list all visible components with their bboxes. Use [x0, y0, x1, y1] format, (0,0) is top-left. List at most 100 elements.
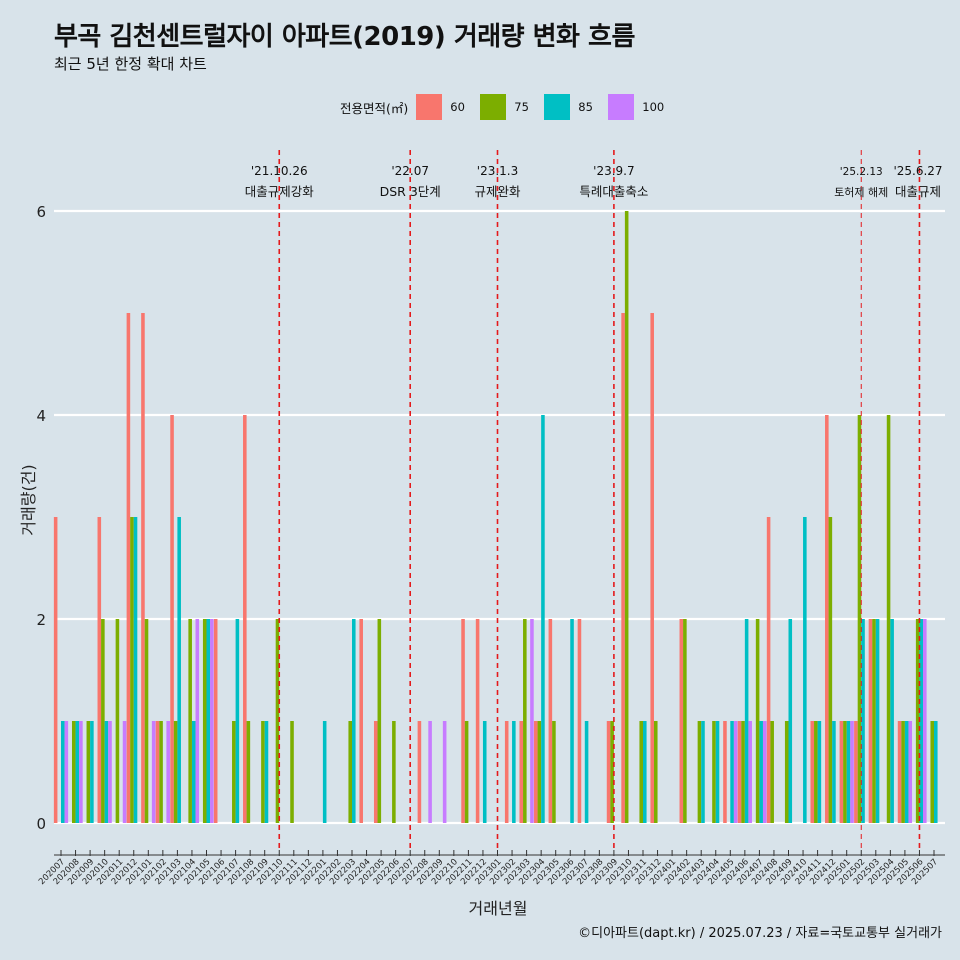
bar-60-202307: [577, 619, 582, 823]
bar-60-202101: [141, 313, 145, 823]
bar-100-202405: [733, 721, 738, 823]
bar-75-202310: [624, 211, 629, 823]
bar-100-202008: [79, 721, 83, 823]
legend-item-85: 85: [544, 94, 604, 120]
legend-item-75: 75: [480, 94, 540, 120]
legend-key-100: [608, 94, 635, 120]
bar-100-202102: [166, 721, 170, 823]
event-label-0: 대출규제강화: [245, 184, 315, 199]
bar-75-202011: [115, 619, 120, 823]
event-label-2: 규제완화: [474, 184, 521, 199]
chart-subtitle: 최근 5년 한정 확대 차트: [54, 55, 207, 73]
bar-75-202206: [392, 721, 396, 823]
bar-60-202204: [359, 619, 363, 823]
y-tick-label-0: 0: [36, 815, 46, 833]
legend-label-75: 75: [514, 100, 529, 114]
bar-100-202506: [923, 619, 927, 823]
bar-100-202209: [442, 721, 447, 823]
bar-60-202505: [897, 721, 902, 823]
bar-100-202105: [210, 619, 214, 823]
bar-85-202403: [701, 721, 705, 823]
bar-85-202405: [730, 721, 734, 823]
bar-85-202107: [235, 619, 240, 823]
bar-85-202502: [861, 619, 865, 823]
y-tick-label-2: 2: [36, 611, 46, 629]
bar-75-202502: [857, 415, 862, 823]
bar-60-202103: [170, 415, 174, 823]
legend-key-60: [416, 94, 443, 120]
legend-key-85: [544, 94, 571, 120]
bar-100-202505: [908, 721, 913, 823]
bar-85-202212: [482, 721, 487, 823]
bar-85-202311: [643, 721, 647, 823]
bar-85-202306: [570, 619, 574, 823]
bar-75-202503: [872, 619, 876, 823]
source-caption: ©디아파트(dapt.kr) / 2025.07.23 / 자료=국토교통부 실…: [578, 926, 942, 941]
bar-75-202407: [755, 619, 760, 823]
bar-60-202211: [461, 619, 465, 823]
bar-75-202412: [828, 517, 833, 823]
bar-75-202101: [144, 619, 149, 823]
bar-75-202501: [843, 721, 847, 823]
bar-85-202506: [919, 619, 924, 823]
bar-75-202504: [886, 415, 891, 823]
bar-100-202208: [428, 721, 432, 823]
bar-75-202402: [683, 619, 687, 823]
bar-75-202205: [377, 619, 382, 823]
bar-75-202406: [741, 721, 745, 823]
event-date-5: '25.6.27: [893, 164, 942, 178]
bar-75-202409: [784, 721, 789, 823]
bar-60-202208: [417, 721, 422, 823]
bar-60-202007: [53, 517, 58, 823]
bar-85-202007: [61, 721, 65, 823]
bar-100-202011: [122, 721, 127, 823]
legend-item-60: 60: [416, 94, 476, 120]
bar-75-202104: [188, 619, 192, 823]
bar-100-202303: [530, 619, 534, 823]
bar-85-202008: [75, 721, 80, 823]
bar-85-202307: [584, 721, 589, 823]
bar-60-202402: [679, 619, 684, 823]
bar-75-202309: [610, 721, 614, 823]
bar-75-202102: [159, 721, 163, 823]
bar-100-202010: [108, 721, 112, 823]
legend-label-100: 100: [642, 100, 665, 114]
bar-60-202503: [868, 619, 873, 823]
bar-100-202104: [195, 619, 200, 823]
y-tick-label-6: 6: [36, 203, 46, 221]
bar-85-202109: [264, 721, 269, 823]
bar-60-202405: [723, 721, 727, 823]
bar-85-202304: [541, 415, 545, 823]
bar-75-202010: [101, 619, 105, 823]
bar-85-202505: [904, 721, 909, 823]
bar-75-202408: [770, 721, 774, 823]
legend-label-60: 60: [450, 100, 465, 114]
bar-100-202407: [762, 721, 767, 823]
bar-75-202505: [901, 721, 905, 823]
bar-75-202411: [814, 721, 818, 823]
bar-75-202111: [290, 721, 294, 823]
bar-75-202305: [552, 721, 556, 823]
bar-75-202009: [86, 721, 91, 823]
bar-85-202412: [832, 721, 836, 823]
plot-panel: [54, 150, 945, 850]
bar-75-202110: [275, 619, 280, 823]
bar-85-202507: [934, 721, 938, 823]
bar-60-202303: [519, 721, 524, 823]
x-axis-title: 거래년월: [469, 899, 528, 918]
bar-85-202503: [875, 619, 880, 823]
bar-60-202305: [548, 619, 553, 823]
bar-85-202010: [104, 721, 109, 823]
legend-label-85: 85: [578, 100, 593, 114]
bar-60-202108: [243, 415, 247, 823]
legend-item-100: 100: [608, 94, 672, 120]
event-date-1: '22.07: [391, 164, 429, 178]
bar-85-202203: [352, 619, 356, 823]
bar-75-202103: [173, 721, 178, 823]
bar-75-202506: [915, 619, 920, 823]
bar-100-202007: [64, 721, 69, 823]
bar-60-202411: [810, 721, 815, 823]
bar-60-202310: [621, 313, 625, 823]
bar-60-202102: [155, 721, 160, 823]
bar-85-202105: [206, 619, 211, 823]
